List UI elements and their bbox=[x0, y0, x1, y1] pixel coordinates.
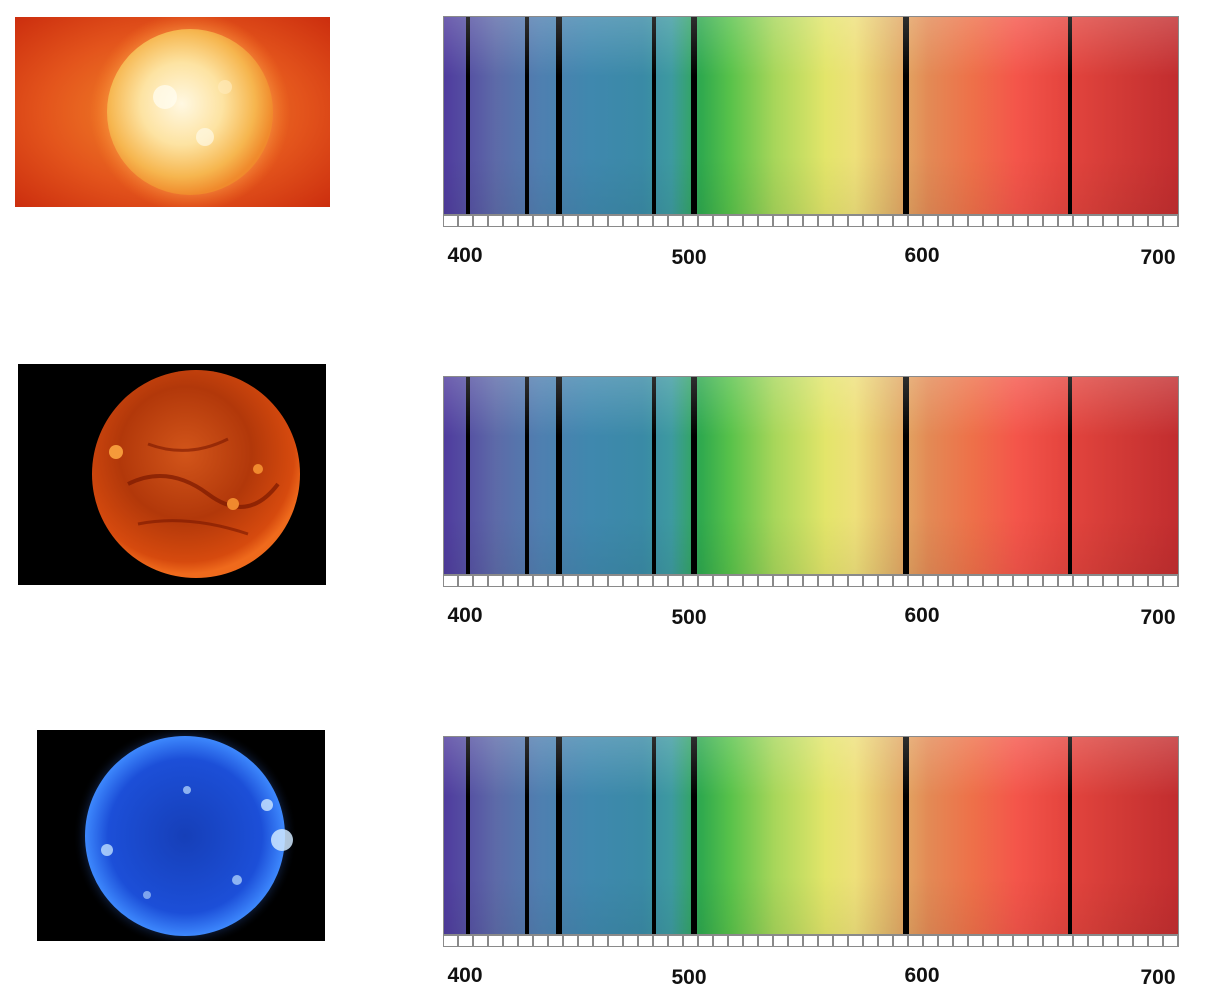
wavelength-tick-label: 700 bbox=[1140, 246, 1176, 269]
absorption-line bbox=[903, 737, 910, 935]
absorption-line bbox=[903, 377, 910, 575]
absorption-line bbox=[1068, 377, 1073, 575]
absorption-line bbox=[555, 377, 562, 575]
absorption-line bbox=[1068, 737, 1073, 935]
sun-image-blue bbox=[37, 730, 325, 941]
absorption-line bbox=[525, 737, 530, 935]
wavelength-tick-label: 500 bbox=[671, 606, 707, 629]
wavelength-tick-label: 500 bbox=[671, 246, 707, 269]
wavelength-tick-label: 600 bbox=[904, 604, 940, 627]
absorption-line bbox=[555, 737, 562, 935]
wavelength-tick-label: 500 bbox=[671, 966, 707, 989]
wavelength-tick-label: 700 bbox=[1140, 606, 1176, 629]
spectrum-band bbox=[443, 16, 1179, 215]
wavelength-ruler bbox=[443, 574, 1179, 587]
wavelength-ruler bbox=[443, 214, 1179, 227]
spectrum-band bbox=[443, 736, 1179, 935]
wavelength-tick-label: 400 bbox=[447, 964, 483, 987]
spectrum-row-2: 400 500 600 700 bbox=[0, 0, 1206, 629]
spectrum-row-1: 400 500 600 700 bbox=[0, 0, 1206, 269]
wavelength-tick-label: 600 bbox=[904, 244, 940, 267]
wavelength-tick-label: 400 bbox=[447, 604, 483, 627]
absorption-line bbox=[466, 377, 471, 575]
absorption-line bbox=[652, 377, 657, 575]
wavelength-tick-label: 600 bbox=[904, 964, 940, 987]
spectrum-band bbox=[443, 376, 1179, 575]
absorption-line bbox=[525, 377, 530, 575]
wavelength-ruler bbox=[443, 934, 1179, 947]
absorption-line bbox=[652, 737, 657, 935]
absorption-line bbox=[690, 377, 697, 575]
absorption-line bbox=[690, 737, 697, 935]
sun-image-visible bbox=[15, 17, 330, 207]
sun-image-red bbox=[18, 364, 326, 585]
absorption-line bbox=[466, 737, 471, 935]
wavelength-tick-label: 700 bbox=[1140, 966, 1176, 989]
wavelength-tick-label: 400 bbox=[447, 244, 483, 267]
